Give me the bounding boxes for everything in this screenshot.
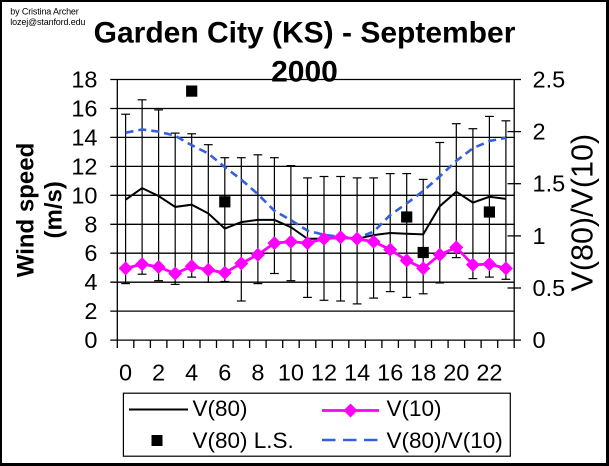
svg-text:0: 0 xyxy=(84,327,97,353)
svg-text:22: 22 xyxy=(476,360,502,386)
svg-text:16: 16 xyxy=(71,96,97,122)
svg-text:2: 2 xyxy=(533,119,546,145)
svg-text:Wind speed: Wind speed xyxy=(13,143,40,277)
svg-text:4: 4 xyxy=(84,269,97,295)
svg-text:Garden City (KS) - September: Garden City (KS) - September xyxy=(94,16,516,49)
svg-text:2: 2 xyxy=(84,298,97,324)
svg-text:V(80) L.S.: V(80) L.S. xyxy=(193,428,294,453)
svg-text:16: 16 xyxy=(377,360,403,386)
svg-text:1: 1 xyxy=(533,223,546,249)
svg-text:10: 10 xyxy=(71,182,97,208)
svg-text:0.5: 0.5 xyxy=(533,275,566,301)
svg-text:lozej@stanford.edu: lozej@stanford.edu xyxy=(10,17,85,27)
svg-text:by Cristina Archer: by Cristina Archer xyxy=(10,7,78,17)
svg-text:0: 0 xyxy=(119,360,132,386)
svg-text:12: 12 xyxy=(71,153,97,179)
svg-text:12: 12 xyxy=(311,360,337,386)
svg-text:10: 10 xyxy=(278,360,304,386)
svg-text:1.5: 1.5 xyxy=(533,171,566,197)
svg-text:18: 18 xyxy=(71,67,97,93)
svg-text:4: 4 xyxy=(185,360,198,386)
svg-text:18: 18 xyxy=(410,360,436,386)
svg-text:20: 20 xyxy=(443,360,469,386)
svg-text:2000: 2000 xyxy=(271,56,338,89)
svg-text:V(10): V(10) xyxy=(387,396,442,421)
svg-text:V(80)/V(10): V(80)/V(10) xyxy=(387,428,503,453)
svg-text:8: 8 xyxy=(251,360,264,386)
svg-text:6: 6 xyxy=(84,240,97,266)
svg-text:0: 0 xyxy=(533,327,546,353)
svg-text:6: 6 xyxy=(218,360,231,386)
svg-text:2.5: 2.5 xyxy=(533,67,566,93)
svg-text:14: 14 xyxy=(71,124,97,150)
svg-text:V(80)/V(10): V(80)/V(10) xyxy=(566,134,600,292)
svg-text:(m/s): (m/s) xyxy=(41,181,68,238)
svg-text:14: 14 xyxy=(344,360,370,386)
svg-text:8: 8 xyxy=(84,211,97,237)
svg-text:V(80): V(80) xyxy=(193,396,248,421)
svg-text:2: 2 xyxy=(152,360,165,386)
